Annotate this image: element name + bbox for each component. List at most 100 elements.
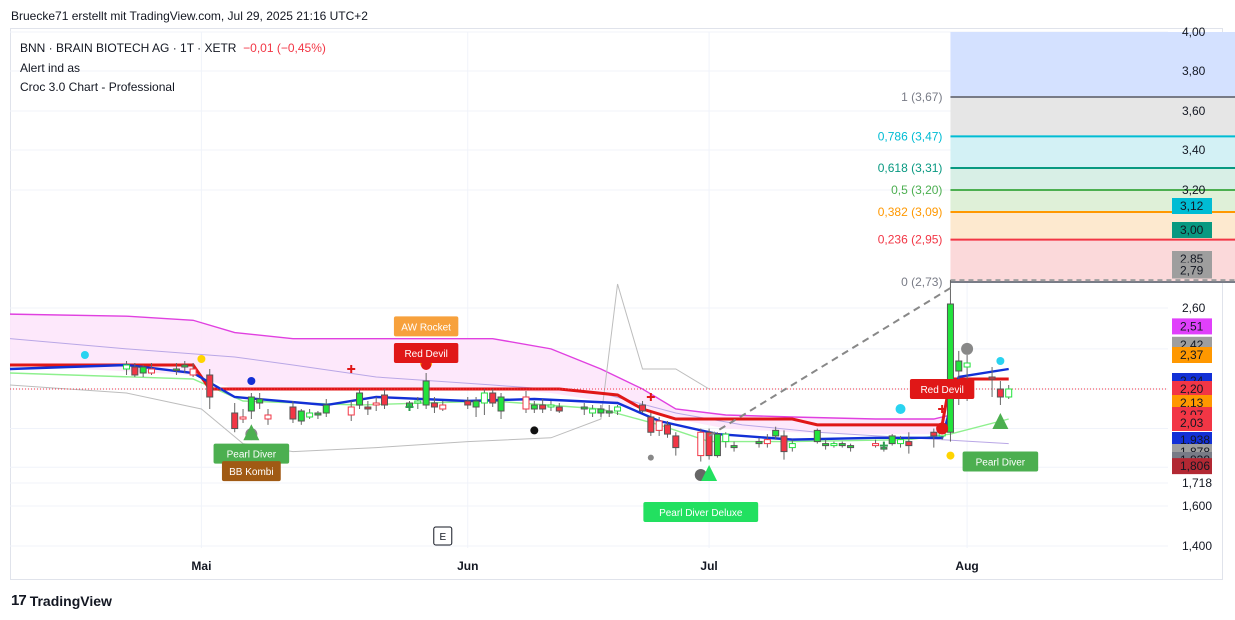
ichimoku-cloud bbox=[10, 314, 951, 435]
candle bbox=[830, 443, 838, 447]
signal-label-box bbox=[221, 461, 281, 482]
candle bbox=[539, 404, 547, 410]
price-tag-box bbox=[1172, 222, 1212, 238]
legend-indicator-1[interactable]: Alert ind as bbox=[20, 60, 81, 75]
signal-label[interactable]: BB Kombi bbox=[221, 461, 281, 482]
candle bbox=[322, 404, 330, 414]
y-axis-tick: 3,20 bbox=[1182, 183, 1206, 197]
signal-label-box bbox=[393, 342, 459, 363]
legend-change: −0,01 (−0,45%) bbox=[243, 41, 326, 55]
candle bbox=[963, 362, 971, 368]
signal-plus bbox=[347, 365, 356, 373]
y-axis-tick: 4,00 bbox=[1182, 25, 1206, 39]
candle bbox=[605, 410, 613, 414]
candle bbox=[347, 406, 355, 416]
signal-label[interactable]: Pearl Diver bbox=[213, 443, 290, 464]
candle bbox=[123, 364, 131, 370]
fib-level-label: 0,786 (3,47) bbox=[878, 129, 943, 143]
candle bbox=[847, 445, 855, 449]
signal-label-text: Red Devil bbox=[404, 349, 447, 360]
candle bbox=[663, 424, 671, 435]
signal-label[interactable]: Pearl Diver bbox=[962, 451, 1039, 472]
candle bbox=[788, 443, 796, 449]
candle bbox=[1005, 388, 1013, 398]
price-tag-text: 2,37 bbox=[1180, 348, 1204, 362]
signal-label[interactable]: Pearl Diver Deluxe bbox=[643, 502, 759, 522]
signal-label[interactable]: Red Devil bbox=[909, 379, 975, 399]
candle bbox=[614, 406, 622, 412]
fib-zone bbox=[950, 97, 1235, 137]
candle bbox=[247, 396, 255, 412]
signal-label-text: Pearl Diver Deluxe bbox=[659, 508, 743, 519]
signal-label-text: AW Rocket bbox=[401, 322, 451, 333]
y-axis-tick: 1,718 bbox=[1182, 476, 1212, 490]
price-tag-text: 2,13 bbox=[1180, 396, 1204, 410]
pearl-diver-triangle bbox=[992, 413, 1009, 429]
candle bbox=[239, 416, 247, 420]
tradingview-brand[interactable]: 17 TradingView bbox=[11, 592, 112, 609]
candle bbox=[672, 435, 680, 449]
price-tag-box bbox=[1172, 458, 1212, 475]
signal-dot bbox=[946, 451, 955, 460]
candle bbox=[822, 443, 830, 447]
candle bbox=[131, 366, 139, 376]
candle bbox=[888, 435, 896, 445]
legend-indicator-2[interactable]: Croc 3.0 Chart - Professional bbox=[20, 80, 175, 94]
created-by-text: Bruecke71 erstellt mit TradingView.com, … bbox=[11, 9, 368, 23]
candle bbox=[289, 406, 297, 420]
earnings-event-marker[interactable]: E bbox=[433, 526, 453, 546]
price-tag-text: 3,00 bbox=[1180, 223, 1204, 237]
candle bbox=[647, 416, 655, 433]
pearl-diver-triangle bbox=[243, 424, 260, 441]
price-tag-text: 2,79 bbox=[1180, 264, 1204, 278]
candle bbox=[206, 374, 214, 398]
candle bbox=[189, 368, 197, 376]
candle bbox=[439, 404, 447, 410]
price-tag-box bbox=[1172, 198, 1212, 214]
signal-label-text: Pearl Diver bbox=[227, 450, 277, 461]
candle bbox=[306, 412, 314, 418]
signal-plus bbox=[938, 405, 947, 413]
tradingview-logo-icon: 17 bbox=[11, 592, 27, 609]
fib-zone-top bbox=[950, 32, 1235, 97]
cloud-upper-line bbox=[9, 313, 951, 420]
signal-dot bbox=[961, 342, 974, 355]
signal-dot bbox=[247, 377, 256, 385]
candle bbox=[472, 400, 480, 408]
price-tag-text: 3,12 bbox=[1180, 199, 1204, 213]
signal-plus bbox=[879, 441, 888, 450]
candle bbox=[547, 404, 555, 408]
fib-level-label: 0,618 (3,31) bbox=[878, 161, 943, 175]
signal-plus bbox=[646, 393, 655, 401]
candle bbox=[589, 408, 597, 414]
signal-label[interactable]: Red Devil bbox=[393, 342, 459, 363]
price-tag-text: 2,03 bbox=[1180, 416, 1204, 430]
candle bbox=[231, 412, 239, 430]
candle bbox=[655, 420, 663, 431]
candle bbox=[530, 404, 538, 410]
signal-label-text: Red Devil bbox=[920, 385, 963, 396]
signal-plus bbox=[405, 403, 414, 411]
candle bbox=[639, 404, 647, 412]
candle bbox=[905, 441, 913, 447]
candle bbox=[522, 396, 530, 410]
fib-zone bbox=[950, 168, 1235, 190]
y-axis-tick: 1,400 bbox=[1182, 539, 1212, 553]
candle bbox=[372, 402, 380, 406]
candle bbox=[713, 433, 721, 457]
signal-dot bbox=[197, 355, 206, 363]
candle bbox=[838, 443, 846, 447]
candle bbox=[364, 406, 372, 410]
signal-dot bbox=[530, 426, 539, 435]
price-tag-box bbox=[1172, 318, 1212, 335]
candle bbox=[955, 360, 963, 372]
legend-symbol[interactable]: BNN · BRAIN BIOTECH AG · 1T · XETR bbox=[20, 41, 237, 55]
candle bbox=[422, 380, 430, 406]
signal-label[interactable]: AW Rocket bbox=[393, 316, 459, 337]
signal-label-box bbox=[393, 316, 459, 337]
candle bbox=[996, 388, 1004, 398]
candle bbox=[181, 364, 189, 368]
candles bbox=[123, 280, 1013, 462]
candle bbox=[705, 431, 713, 457]
